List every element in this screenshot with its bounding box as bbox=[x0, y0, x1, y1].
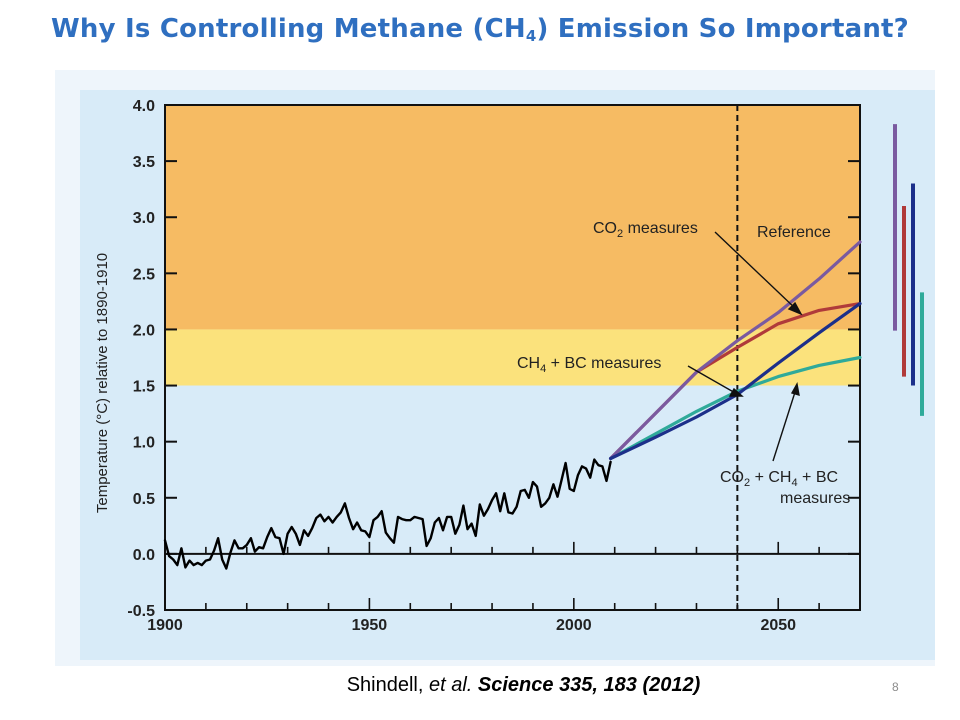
band-blue bbox=[165, 385, 860, 610]
co2-measures-label: CO2 measures bbox=[593, 220, 698, 240]
y-tick-label: 3.5 bbox=[133, 154, 155, 171]
combined-measures-label: CO2 + CH4 + BC bbox=[720, 469, 838, 489]
y-tick-label: 2.5 bbox=[133, 266, 155, 283]
citation: Shindell, et al. Science 335, 183 (2012) bbox=[0, 674, 960, 697]
arrow-ch4-bc-measures bbox=[687, 365, 738, 395]
x-tick-label: 1900 bbox=[147, 617, 183, 634]
band-yellow bbox=[165, 329, 860, 386]
y-tick-label: -0.5 bbox=[127, 603, 155, 620]
arrowhead-combined-measures bbox=[790, 381, 800, 396]
y-tick-label: 1.5 bbox=[133, 379, 155, 396]
x-tick-label: 1950 bbox=[352, 617, 388, 634]
arrow-combined-measures bbox=[772, 388, 797, 462]
observed-temperature-line bbox=[163, 458, 612, 570]
temperature-chart: 4.0 3.5 3.0 2.5 2.0 1.5 1.0 0.5 0.0 -0.5 1900 1950… bbox=[80, 90, 935, 660]
reference-label: Reference bbox=[757, 224, 831, 241]
figure-panel: 4.0 3.5 3.0 2.5 2.0 1.5 1.0 0.5 0.0 -0.5 1900 1950… bbox=[55, 70, 935, 666]
y-tick-label: 0.5 bbox=[133, 491, 155, 508]
y-axis-title: Temperature (°C) relative to 1890-1910 bbox=[94, 253, 111, 513]
title-text-start: Why Is Controlling Methane (CH bbox=[51, 14, 526, 44]
citation-etal: et al. bbox=[428, 674, 473, 696]
slide-number: 8 bbox=[892, 680, 899, 694]
ch4-bc-measures-label: CH4 + BC measures bbox=[517, 355, 661, 375]
y-tick-label: 1.0 bbox=[133, 435, 155, 452]
arrow-co2-measures bbox=[714, 231, 798, 311]
citation-journal: Science bbox=[477, 674, 554, 696]
combined-measures-label-line2: measures bbox=[780, 490, 850, 507]
y-tick-label: 0.0 bbox=[133, 547, 155, 564]
slide-title: Why Is Controlling Methane (CH4) Emissio… bbox=[0, 14, 960, 45]
arrowhead-ch4-bc-measures bbox=[728, 387, 744, 397]
annotation-arrows bbox=[687, 231, 803, 462]
band-orange bbox=[165, 105, 860, 330]
arrowhead-co2-measures bbox=[787, 301, 803, 316]
y-tick-label: 4.0 bbox=[133, 98, 155, 115]
y-tick-label: 2.0 bbox=[133, 322, 155, 339]
reference-line bbox=[608, 240, 862, 461]
x-tick-label: 2000 bbox=[556, 617, 592, 634]
x-tick-label: 2050 bbox=[760, 617, 796, 634]
y-tick-label: 3.0 bbox=[133, 210, 155, 227]
title-subscript: 4 bbox=[525, 27, 537, 45]
citation-reference: 335, 183 (2012) bbox=[559, 674, 701, 696]
title-text-end: ) Emission So Important? bbox=[536, 14, 909, 44]
citation-author: Shindell, bbox=[346, 674, 424, 696]
